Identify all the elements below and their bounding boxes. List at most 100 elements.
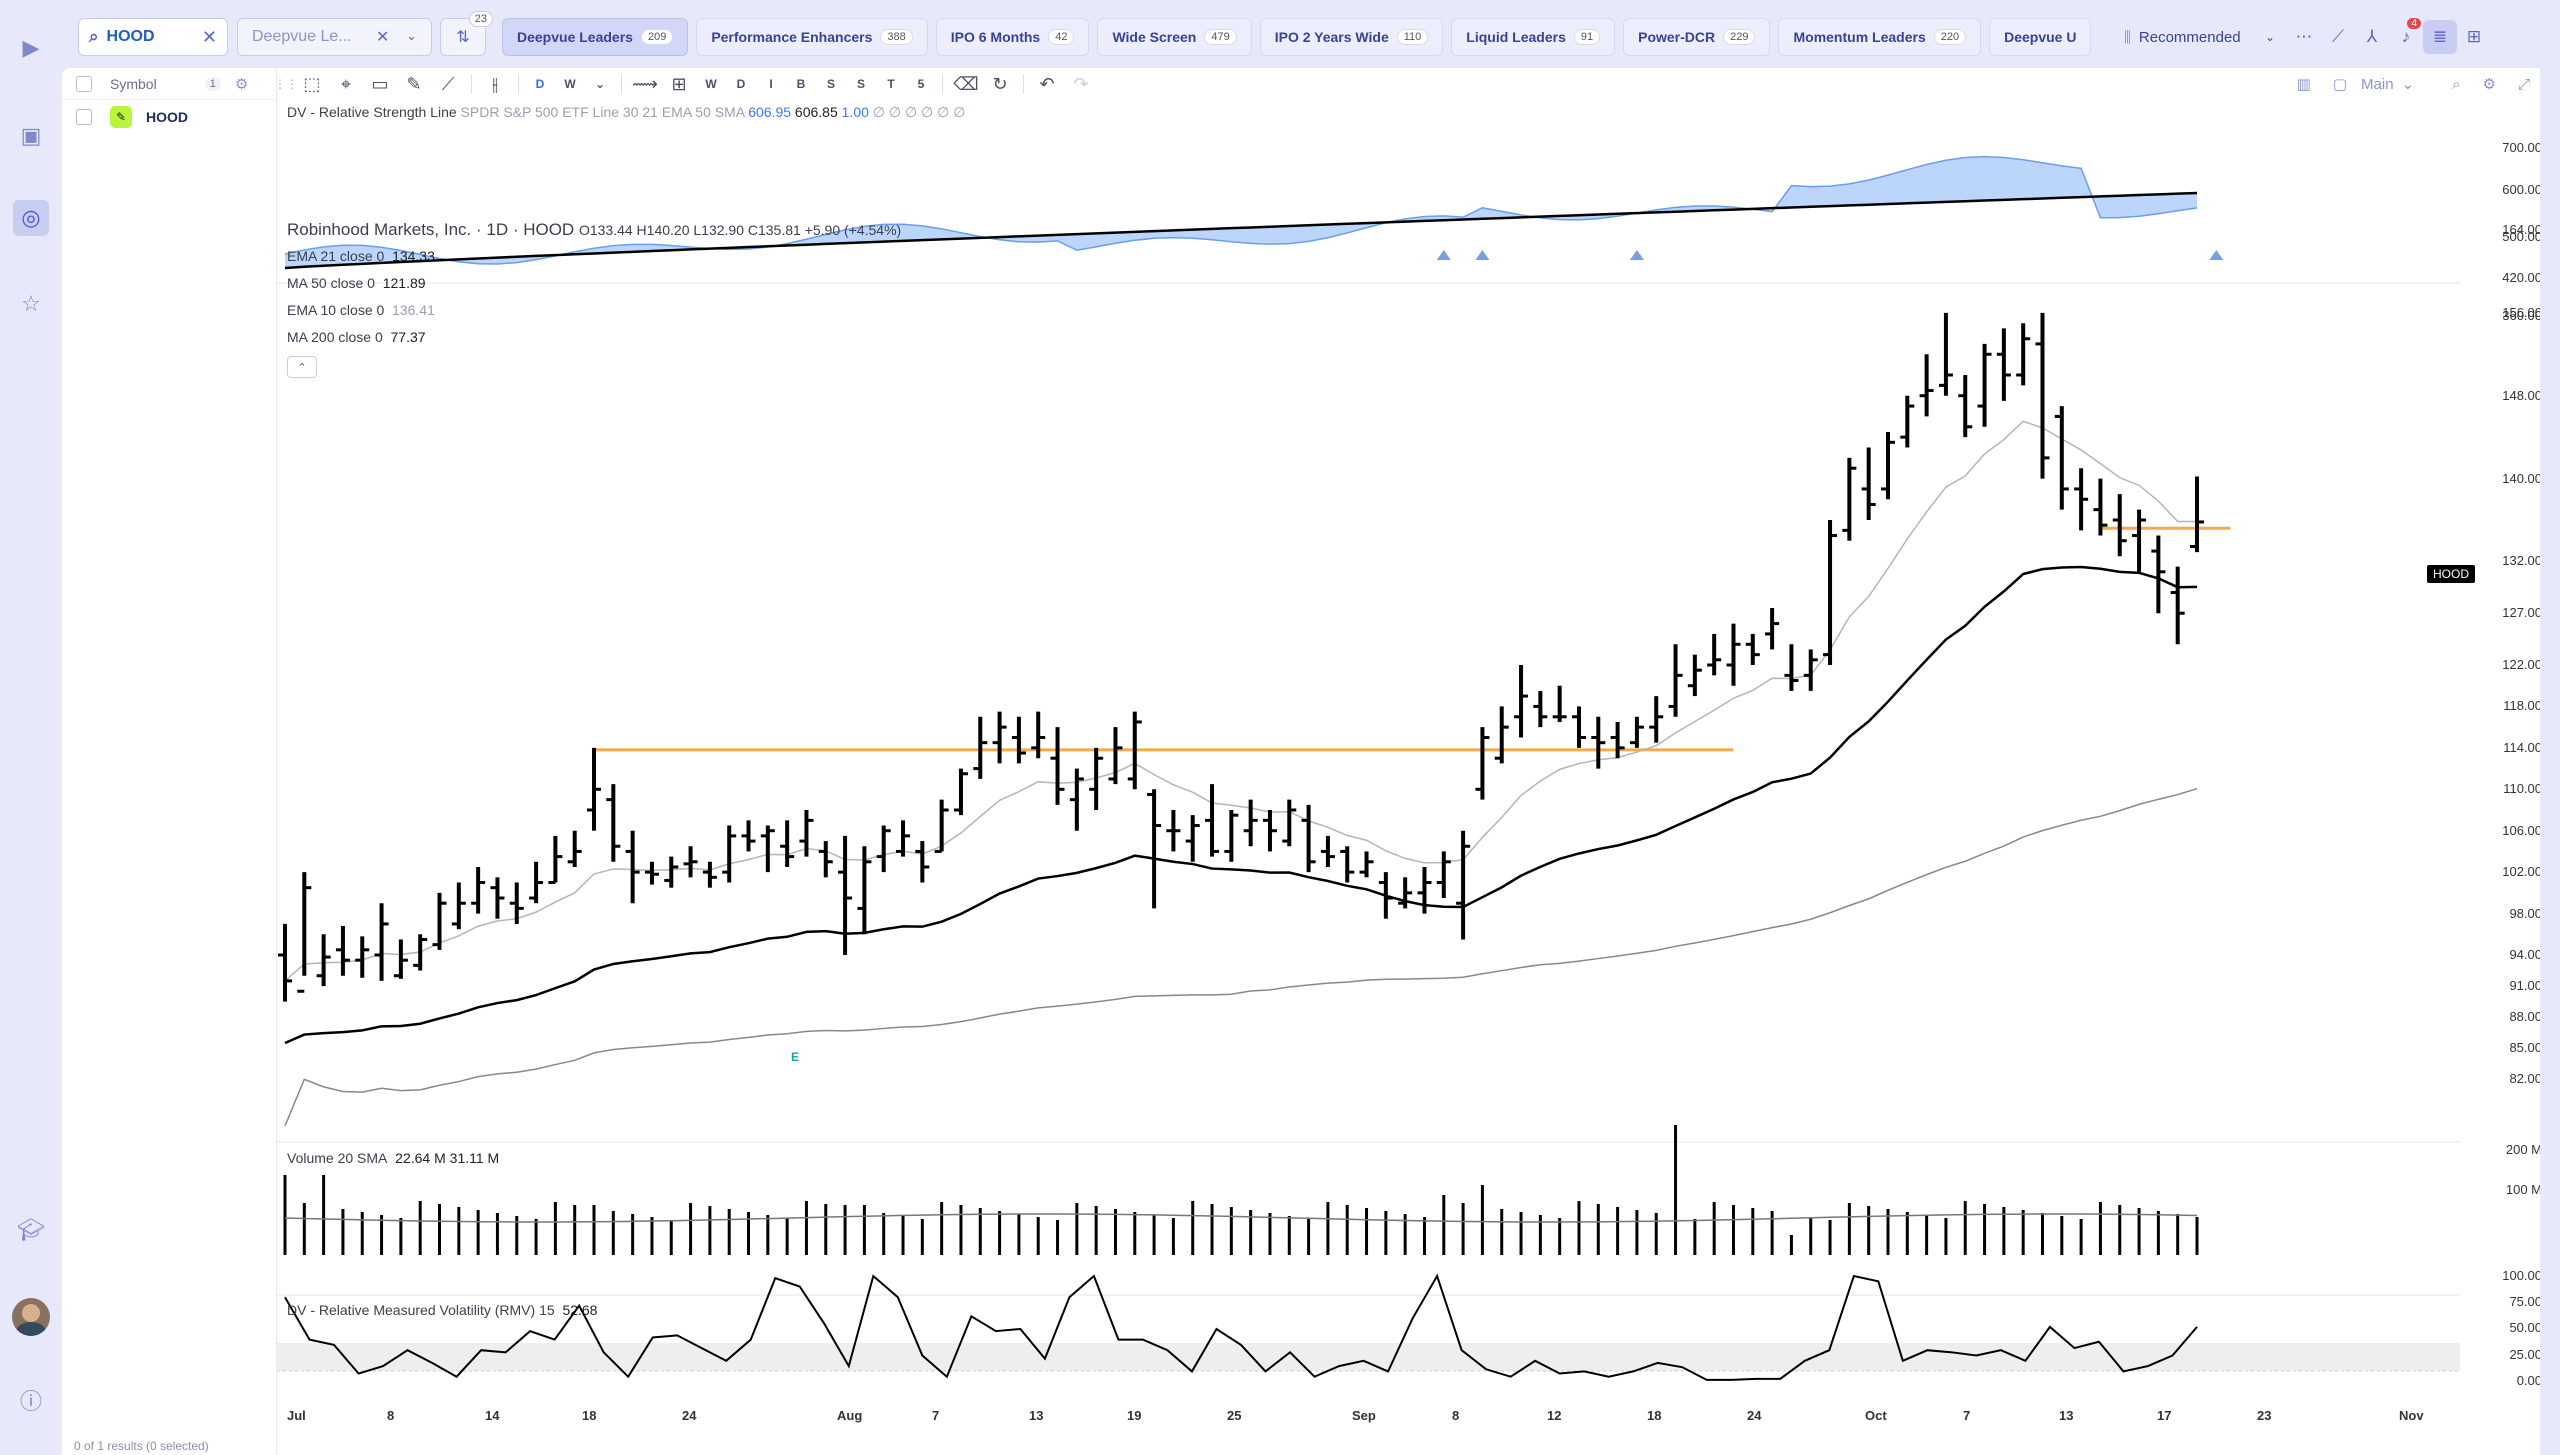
education-cap-icon[interactable]: 🎓︎ [17, 1217, 45, 1242]
ohlc-bar [1996, 328, 2011, 401]
network-icon[interactable]: ⅄ [2366, 27, 2378, 46]
grid-view-icon[interactable]: ⊞ [2466, 27, 2482, 46]
toolbar-divider [471, 74, 472, 94]
chart-area[interactable]: DV - Relative Strength Line SPDR S&P 500… [277, 100, 2560, 1455]
ma50-line [284, 787, 2198, 1127]
top-bar: ⌕ HOOD ✕ Deepvue Le... ✕ ⌄ ⇅ 23 Deepvue … [62, 0, 2560, 68]
ohlc-bar [2016, 323, 2031, 386]
interval-button[interactable]: I [769, 77, 773, 91]
ohlc-bar [1147, 789, 1162, 909]
rs-line-label: DV - Relative Strength Line [287, 104, 457, 120]
ohlc-bar [1726, 623, 1741, 686]
eraser-icon[interactable]: ⌫ [953, 73, 979, 94]
ohlc-bar [1707, 633, 1722, 676]
interval-dropdown-icon[interactable]: ⌄ [594, 77, 606, 91]
interval-button[interactable]: W [564, 77, 576, 91]
play-logo-icon[interactable]: ▶ [22, 35, 40, 60]
volume-label: Volume 20 SMA [287, 1150, 388, 1166]
indicators-icon[interactable]: ⟿ [632, 73, 658, 94]
ohlc-bar [992, 711, 1007, 764]
interval-button[interactable]: S [856, 77, 865, 91]
symbol-column-header[interactable]: Symbol [110, 75, 157, 92]
clear-watchlist-icon[interactable]: ✕ [376, 29, 390, 46]
row-checkbox[interactable] [76, 109, 92, 125]
redo-icon[interactable]: ↷ [1073, 73, 1089, 94]
interval-button[interactable]: 5 [917, 77, 925, 91]
watchlist-tab[interactable]: IPO 6 Months 42 [935, 18, 1090, 56]
watchlist-tab[interactable]: IPO 2 Years Wide 110 [1259, 18, 1444, 56]
ohlc-bar [1958, 375, 1973, 438]
watchlist-tab[interactable]: Wide Screen 479 [1097, 18, 1252, 56]
user-avatar[interactable] [12, 1298, 50, 1336]
bell-icon[interactable]: ♪ 4 [2389, 18, 2423, 54]
brush-tool-icon[interactable]: ✎ [406, 73, 422, 94]
rs-new-high-marker [1629, 250, 1644, 260]
x-axis-tick: 18 [582, 1408, 597, 1423]
clear-search-icon[interactable]: ✕ [201, 27, 217, 47]
ohlc-bar [355, 936, 370, 978]
favorites-star-icon[interactable]: ☆ [21, 291, 41, 316]
x-axis-tick: Jul [287, 1408, 306, 1423]
dashboard-icon[interactable]: ▣ [20, 123, 42, 148]
earnings-marker[interactable]: E [791, 1050, 800, 1064]
collapse-legend-button[interactable]: ⌃ [287, 356, 317, 378]
trend-line-tool-icon[interactable]: ⟋ [441, 73, 455, 94]
watchlist-tab[interactable]: Deepvue Leaders 209 [502, 18, 689, 56]
interval-button[interactable]: W [705, 77, 717, 91]
layouts-icon[interactable]: ⊞ [671, 73, 687, 94]
watchlist-tab[interactable]: Power-DCR 229 [1623, 18, 1771, 56]
watchlist-tab[interactable]: Liquid Leaders 91 [1451, 18, 1616, 56]
watchlist-tab[interactable]: Deepvue U [1989, 18, 2092, 56]
y-axis-tick: 127.00 [2502, 605, 2542, 621]
undo-icon[interactable]: ↶ [1039, 73, 1055, 94]
interval-button[interactable]: T [887, 77, 895, 91]
sort-select[interactable]: ⫼ Recommended ⌄ [2112, 29, 2287, 46]
ohlc-bar [1629, 716, 1644, 748]
ohlc-bar [587, 747, 602, 831]
rectangle-select-icon[interactable]: ⬚ [303, 73, 321, 94]
rs-new-high-marker [1436, 250, 1451, 260]
search-indicator-icon[interactable]: ⌕ [2452, 75, 2461, 93]
chart-canvas[interactable] [277, 100, 2560, 1455]
bar-style-icon[interactable]: ⫲ [492, 73, 498, 94]
interval-button[interactable]: B [796, 77, 806, 91]
sort-filter-button[interactable]: ⇅ 23 [440, 11, 493, 56]
symbol-search-input[interactable]: ⌕ HOOD ✕ [78, 18, 228, 56]
select-all-checkbox[interactable] [76, 75, 92, 92]
share-icon[interactable]: ⋯ [2295, 27, 2313, 46]
settings-gear-icon[interactable]: ⚙ [2482, 76, 2496, 93]
fullscreen-icon[interactable]: ⤢ [2517, 75, 2530, 93]
layout-panel-icon[interactable]: ▥ [2296, 76, 2311, 93]
interval-button[interactable]: S [826, 77, 835, 91]
y-axis-tick: 132.00 [2502, 553, 2542, 569]
help-icon[interactable]: ⓘ [19, 1389, 42, 1414]
ohlc-bar [934, 799, 949, 853]
charts-nav-icon[interactable]: ◎ [13, 200, 49, 236]
ohlc-bar [876, 825, 891, 873]
ohlc-bar [1262, 810, 1277, 852]
crosshair-tool-icon[interactable]: ⌖ [340, 73, 352, 94]
watchlist-tab[interactable]: Performance Enhancers 388 [696, 18, 928, 56]
ohlc-bar [2112, 494, 2127, 557]
sort-count-badge: 23 [468, 11, 493, 27]
layout-select[interactable]: Main [2361, 75, 2394, 93]
interval-button[interactable]: D [736, 77, 746, 91]
watchlist-select[interactable]: Deepvue Le... ✕ ⌄ [237, 18, 432, 56]
watchlist-row[interactable]: ✎ HOOD [62, 100, 276, 134]
x-axis-tick: 12 [1547, 1408, 1562, 1423]
gear-icon[interactable]: ⚙ [234, 75, 249, 93]
ohlc-bar [548, 835, 563, 884]
y-axis-tick: 118.00 [2503, 698, 2542, 714]
folder-icon[interactable]: ▢ [2332, 76, 2348, 93]
interval-button[interactable]: D [535, 77, 545, 91]
drag-handle-icon[interactable]: ⋮⋮ [274, 77, 298, 91]
price-legend: Robinhood Markets, Inc. · 1D · HOOD O133… [287, 220, 901, 240]
watchlist-tab[interactable]: Momentum Leaders 220 [1778, 18, 1982, 56]
ohlc-bar [1610, 721, 1625, 759]
x-axis-tick: Oct [1865, 1408, 1887, 1423]
list-view-icon[interactable]: ≣ [2423, 20, 2457, 54]
ohlc-bar [1494, 706, 1509, 764]
line-chart-icon[interactable]: ⟋ [2332, 27, 2344, 46]
comment-tool-icon[interactable]: ▭ [371, 73, 389, 94]
refresh-icon[interactable]: ↻ [992, 73, 1008, 94]
